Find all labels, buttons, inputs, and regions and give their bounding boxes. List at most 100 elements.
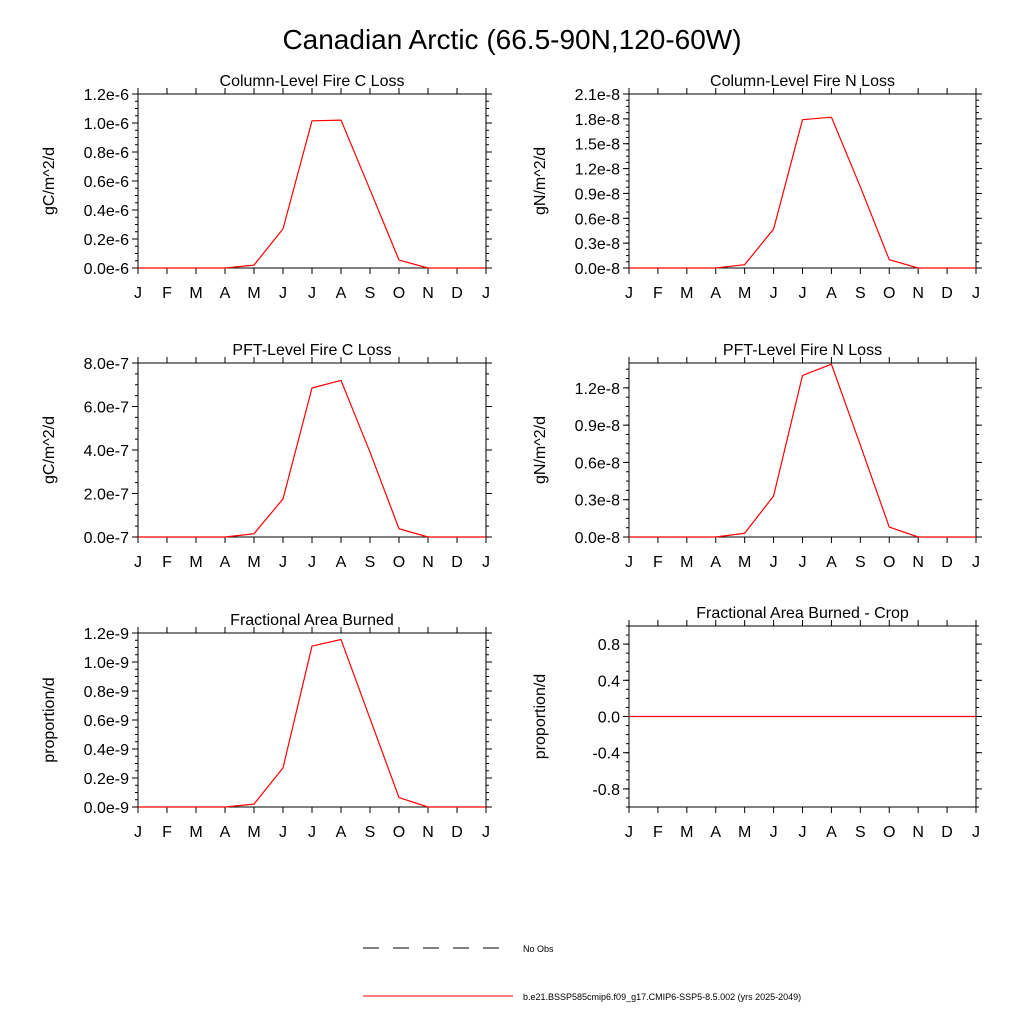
chart-panel-6: Fractional Area Burned - Crop proportion/… — [532, 605, 982, 841]
chart-title: Fractional Area Burned - Crop — [696, 605, 909, 622]
x-tick-label: F — [162, 285, 172, 302]
x-tick-label: A — [710, 554, 721, 571]
x-tick-label: A — [336, 824, 347, 841]
x-tick-label: A — [336, 554, 347, 571]
y-tick-label: 1.2e-6 — [84, 87, 129, 104]
x-tick-label: D — [451, 824, 463, 841]
y-axis-label: gN/m^2/d — [532, 147, 549, 215]
y-tick-label: 0.6e-9 — [84, 713, 129, 730]
x-tick-label: D — [451, 285, 463, 302]
x-tick-label: D — [941, 824, 953, 841]
legend-obs-label: No Obs — [523, 944, 554, 954]
x-tick-label: O — [883, 554, 895, 571]
x-tick-label: J — [799, 824, 807, 841]
figure-title: Canadian Arctic (66.5-90N,120-60W) — [282, 24, 741, 55]
x-tick-label: J — [972, 824, 980, 841]
panels: Column-Level Fire C Loss gC/m^2/d 0.0e-6 0.… — [41, 73, 982, 841]
x-tick-label: J — [770, 554, 778, 571]
series-line-1 — [138, 379, 486, 538]
y-tick-label: 0.8e-6 — [84, 145, 129, 162]
x-tick-label: J — [482, 824, 490, 841]
y-tick-label: -0.8 — [592, 782, 620, 799]
y-tick-label: 1.2e-9 — [84, 626, 129, 643]
x-tick-label: S — [855, 554, 866, 571]
y-tick-label: 0.4e-9 — [84, 742, 129, 759]
y-tick-label: 0.3e-8 — [575, 493, 620, 510]
chart-title: Column-Level Fire C Loss — [220, 73, 405, 90]
y-tick-label: 4.0e-7 — [84, 443, 129, 460]
x-tick-label: M — [738, 285, 751, 302]
y-tick-label: 0.2e-9 — [84, 771, 129, 788]
x-tick-label: A — [220, 285, 231, 302]
x-tick-label: M — [247, 285, 260, 302]
y-tick-label: 0.8 — [598, 637, 620, 654]
x-tick-label: J — [799, 554, 807, 571]
y-tick-label: 0.0e-8 — [575, 530, 620, 547]
x-tick-label: A — [826, 824, 837, 841]
y-axis-label: proportion/d — [41, 677, 58, 762]
x-tick-label: N — [422, 554, 434, 571]
y-tick-label: 0.6e-6 — [84, 174, 129, 191]
x-tick-label: M — [247, 554, 260, 571]
x-tick-label: F — [653, 824, 663, 841]
x-tick-label: J — [279, 554, 287, 571]
x-tick-label: N — [912, 554, 924, 571]
y-axis-label: proportion/d — [532, 674, 549, 759]
plot-frame — [137, 93, 487, 269]
x-tick-label: A — [220, 554, 231, 571]
x-tick-label: O — [393, 285, 405, 302]
chart-panel-1: Column-Level Fire C Loss gC/m^2/d 0.0e-6 0.… — [41, 73, 492, 302]
chart-title: PFT-Level Fire N Loss — [723, 342, 882, 359]
y-tick-label: 8.0e-7 — [84, 356, 129, 373]
x-tick-label: M — [680, 285, 693, 302]
x-tick-label: M — [189, 824, 202, 841]
chart-panel-3: PFT-Level Fire C Loss gC/m^2/d 0.0e-7 2.0e-… — [41, 342, 492, 571]
x-tick-label: A — [710, 824, 721, 841]
x-tick-label: J — [972, 285, 980, 302]
x-tick-label: S — [855, 824, 866, 841]
x-tick-label: J — [482, 285, 490, 302]
y-tick-label: 2.0e-7 — [84, 487, 129, 504]
x-tick-label: D — [941, 554, 953, 571]
y-tick-label: 1.2e-8 — [575, 162, 620, 179]
y-tick-label: 0.4 — [598, 673, 620, 690]
y-tick-label: 0.9e-8 — [575, 418, 620, 435]
y-tick-label: 1.0e-9 — [84, 655, 129, 672]
x-tick-label: J — [625, 554, 633, 571]
x-tick-label: J — [770, 824, 778, 841]
x-tick-label: J — [972, 554, 980, 571]
chart-panel-2: Column-Level Fire N Loss gN/m^2/d 0.0e-8 0.… — [532, 73, 982, 302]
y-tick-label: 0.3e-8 — [575, 236, 620, 253]
x-tick-label: J — [482, 554, 490, 571]
x-tick-label: S — [365, 824, 376, 841]
x-tick-label: N — [912, 824, 924, 841]
x-tick-label: D — [451, 554, 463, 571]
y-tick-label: 0.0e-8 — [575, 261, 620, 278]
y-tick-label: 0.0e-6 — [84, 261, 129, 278]
legend-model-label: b.e21.BSSP585cmip6.f09_g17.CMIP6-SSP5-8.… — [523, 992, 801, 1002]
y-tick-label: 0.6e-8 — [575, 455, 620, 472]
y-axis-label: gC/m^2/d — [41, 147, 58, 215]
y-tick-label: 0.9e-8 — [575, 186, 620, 203]
x-tick-label: D — [941, 285, 953, 302]
x-tick-label: F — [162, 824, 172, 841]
y-tick-label: 0.2e-6 — [84, 232, 129, 249]
x-tick-label: A — [220, 824, 231, 841]
chart-title: Fractional Area Burned — [230, 612, 394, 629]
chart-title: PFT-Level Fire C Loss — [232, 342, 391, 359]
plot-frame — [628, 362, 977, 538]
x-tick-label: F — [653, 554, 663, 571]
y-tick-label: 0.0e-9 — [84, 800, 129, 817]
y-tick-label: 0.0 — [598, 710, 620, 727]
x-tick-label: J — [308, 824, 316, 841]
series-line-1 — [629, 116, 976, 269]
x-tick-label: M — [738, 824, 751, 841]
y-tick-label: 1.8e-8 — [575, 112, 620, 129]
series-line-1 — [138, 638, 486, 808]
y-tick-label: 0.8e-9 — [84, 684, 129, 701]
x-tick-label: F — [162, 554, 172, 571]
x-tick-label: M — [680, 824, 693, 841]
x-tick-label: J — [134, 285, 142, 302]
